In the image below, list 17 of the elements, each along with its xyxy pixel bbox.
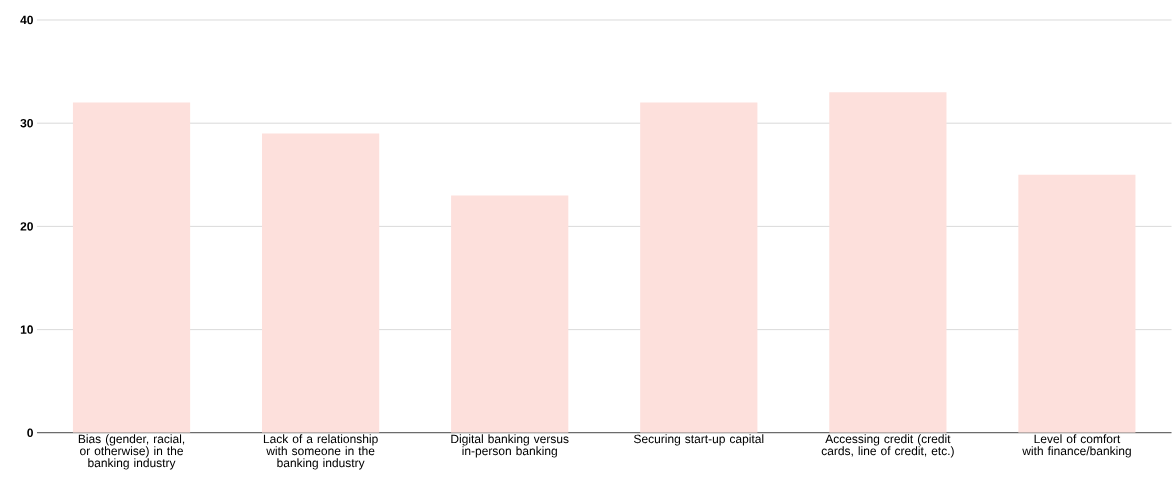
bar bbox=[640, 102, 758, 433]
x-tick-label: Securing start-up capital bbox=[634, 434, 764, 446]
y-tick-label: 40 bbox=[20, 15, 33, 25]
x-tick-label: Accessing credit (credit cards, line of credit, etc.) bbox=[821, 434, 954, 458]
bar bbox=[262, 133, 380, 433]
bar bbox=[829, 92, 947, 433]
y-tick-label: 20 bbox=[20, 222, 33, 231]
x-tick-label: Digital banking versus in-person banking bbox=[451, 434, 569, 458]
bar bbox=[451, 195, 569, 433]
x-tick-label: Bias (gender, racial, or otherwise) in the banking industry bbox=[78, 434, 185, 470]
y-tick-label: 10 bbox=[20, 325, 33, 334]
x-tick-label: Level of comfort with finance/banking bbox=[1022, 434, 1131, 458]
bar bbox=[72, 102, 191, 433]
y-tick-label: 30 bbox=[20, 119, 33, 128]
bar bbox=[1018, 174, 1136, 433]
x-tick-label: Lack of a relationship with someone in the banking industry bbox=[263, 434, 378, 470]
y-tick-label: 0 bbox=[27, 428, 33, 438]
